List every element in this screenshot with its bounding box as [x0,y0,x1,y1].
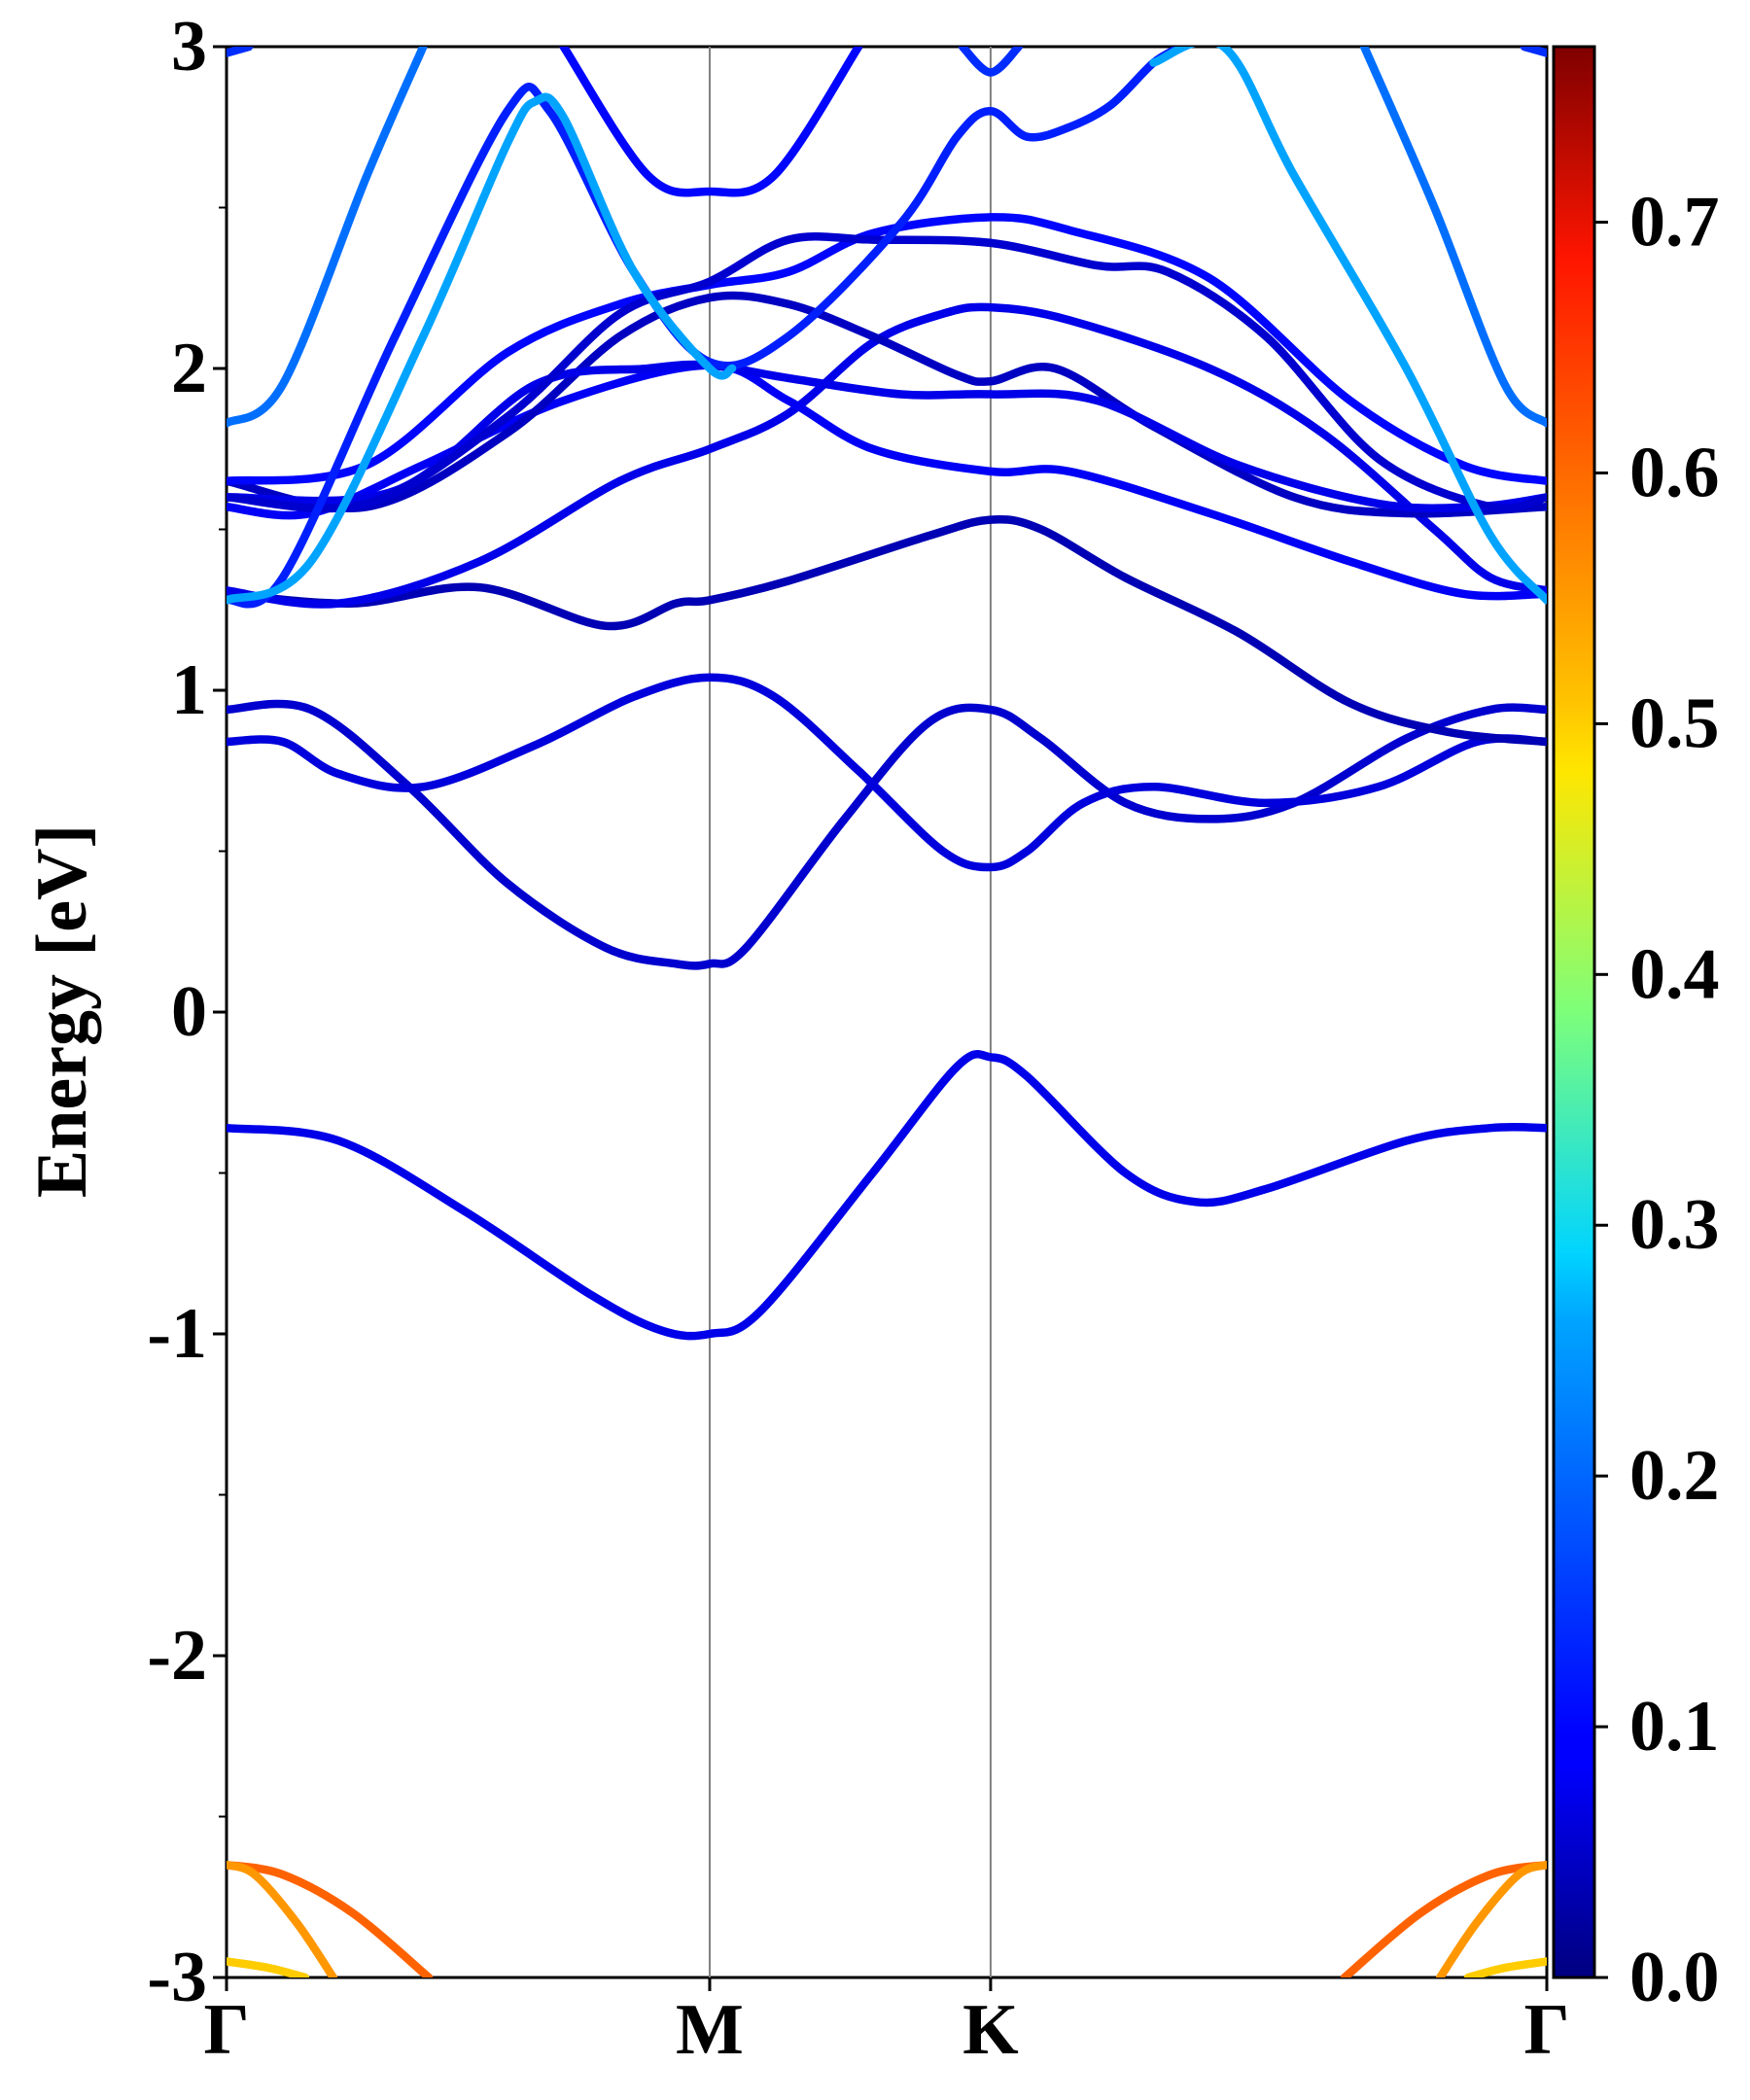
colorbar-gradient [1552,45,1596,1979]
band-line [227,1050,1547,1341]
colorbar-tick-label: 0.7 [1629,183,1720,262]
colorbar-ticks: 0.0 0.1 0.2 0.3 0.4 0.5 0.6 0.7 [1594,183,1720,2017]
band-line [1149,47,1547,605]
band-line [227,1957,310,1978]
colorbar-tick-label: 0.5 [1629,683,1720,763]
band-line [1463,1957,1547,1978]
band-line [227,515,1547,747]
band-line [227,361,1547,601]
band-line [227,291,1547,518]
band-line [559,47,863,197]
band-line [1435,1860,1547,1978]
band-line [227,47,428,428]
colorbar-tick-label: 0.4 [1629,934,1720,1014]
band-line [227,360,1547,513]
band-line [227,1860,434,1978]
y-tick-label: 2 [171,329,207,408]
y-axis-ticks: 3 2 1 0 -1 -2 -3 [147,7,227,2017]
colorbar-tick-label: 0.0 [1629,1938,1720,2017]
y-tick-label: -3 [147,1938,207,2017]
band-line [227,302,1547,609]
x-tick-label: M [676,1990,744,2070]
band-line [958,47,1024,77]
colorbar-tick-label: 0.1 [1629,1687,1720,1767]
y-tick-label: 1 [171,650,207,730]
plot-frame [225,45,1549,1979]
band-line [1520,47,1547,57]
x-tick-label: Γ [203,1990,249,2070]
band-line [227,47,254,57]
band-line [1359,47,1547,428]
band-line [227,1860,338,1978]
band-line [227,213,1547,486]
colorbar-tick-label: 0.3 [1629,1185,1720,1265]
y-axis-label: Energy [eV] [22,824,102,1198]
colorbar-tick-label: 0.6 [1629,433,1720,512]
x-tick-label: K [962,1990,1019,2070]
bands [227,47,1547,1978]
band-line [227,232,1547,513]
y-tick-label: -1 [147,1294,207,1374]
x-tick-label: Γ [1523,1990,1569,2070]
plot-area: 3 2 1 0 -1 -2 -3 Γ M K Γ Energy [eV] [22,7,1570,2070]
band-line [227,92,737,605]
y-tick-label: -2 [147,1616,207,1696]
band-line [1340,1860,1547,1978]
y-tick-label: 0 [171,972,207,1052]
colorbar: 0.0 0.1 0.2 0.3 0.4 0.5 0.6 0.7 [1552,45,1720,2017]
band-line [227,673,1547,872]
y-tick-label: 3 [171,7,207,87]
colorbar-tick-label: 0.2 [1629,1436,1720,1516]
